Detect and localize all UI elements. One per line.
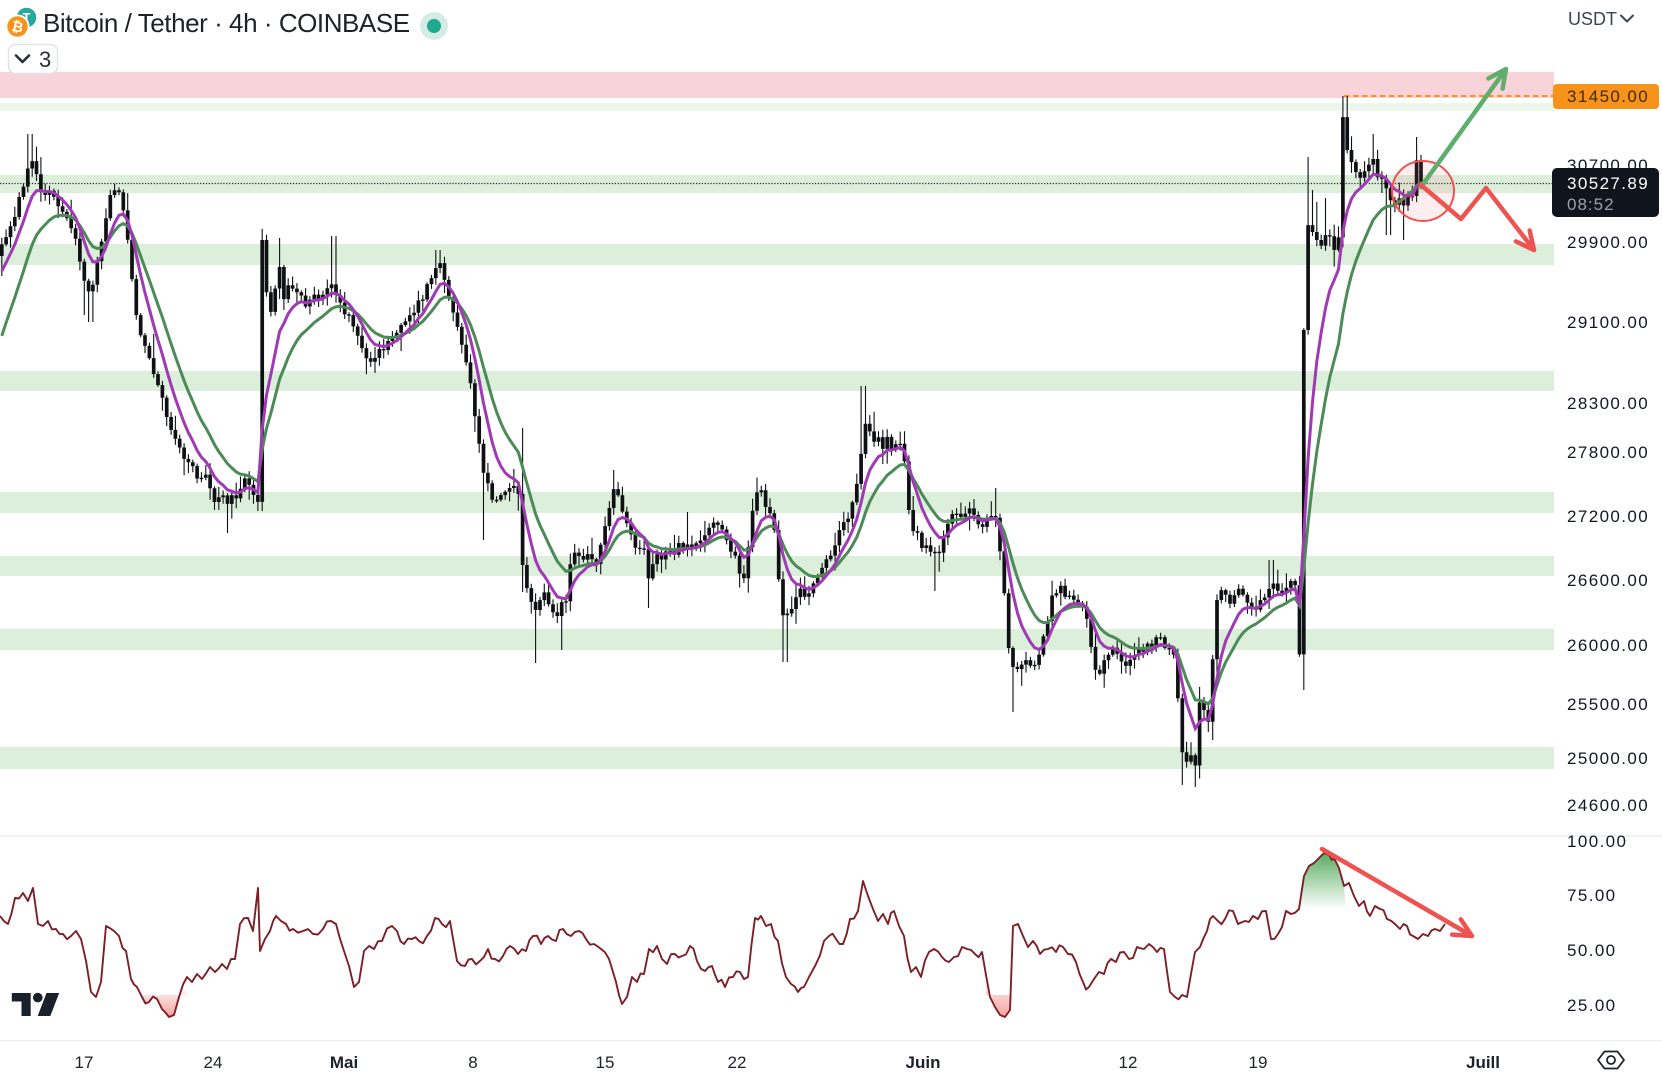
svg-text:27800.00: 27800.00 [1567,443,1649,462]
svg-text:Mai: Mai [330,1053,358,1072]
svg-text:8: 8 [468,1053,477,1072]
svg-text:USDT: USDT [1568,9,1617,29]
svg-text:17: 17 [75,1053,94,1072]
svg-text:Bitcoin / Tether · 4h · COINBA: Bitcoin / Tether · 4h · COINBASE [43,8,410,38]
svg-text:24: 24 [204,1053,223,1072]
svg-text:₿: ₿ [10,17,24,35]
svg-text:25000.00: 25000.00 [1567,749,1649,768]
svg-text:50.00: 50.00 [1567,941,1617,960]
svg-text:T: T [23,10,31,25]
svg-text:31450.00: 31450.00 [1567,87,1649,106]
svg-text:25500.00: 25500.00 [1567,695,1649,714]
svg-text:25.00: 25.00 [1567,996,1617,1015]
svg-text:26000.00: 26000.00 [1567,636,1649,655]
svg-text:75.00: 75.00 [1567,886,1617,905]
svg-text:15: 15 [596,1053,615,1072]
svg-text:22: 22 [728,1053,747,1072]
svg-text:08:52: 08:52 [1567,195,1615,214]
svg-text:19: 19 [1249,1053,1268,1072]
svg-text:24600.00: 24600.00 [1567,796,1649,815]
svg-text:Juill: Juill [1466,1053,1500,1072]
svg-text:29100.00: 29100.00 [1567,313,1649,332]
svg-text:26600.00: 26600.00 [1567,571,1649,590]
svg-text:30527.89: 30527.89 [1567,174,1649,193]
svg-text:29900.00: 29900.00 [1567,233,1649,252]
svg-text:28300.00: 28300.00 [1567,394,1649,413]
svg-text:27200.00: 27200.00 [1567,507,1649,526]
svg-text:12: 12 [1119,1053,1138,1072]
svg-text:Juin: Juin [906,1053,941,1072]
svg-text:100.00: 100.00 [1567,832,1627,851]
svg-text:3: 3 [39,47,51,72]
